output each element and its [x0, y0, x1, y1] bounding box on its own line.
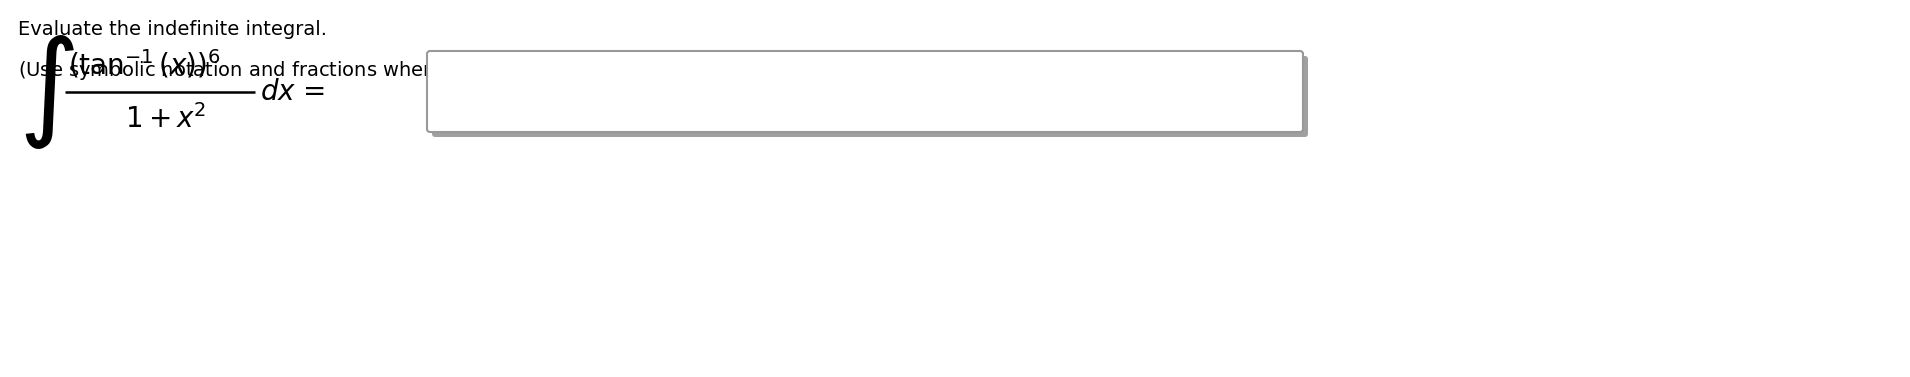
Text: $\int$: $\int$ — [17, 33, 74, 151]
Text: $\mathrm{1 + }x\mathrm{^{2}}$: $\mathrm{1 + }x\mathrm{^{2}}$ — [124, 104, 206, 134]
FancyBboxPatch shape — [428, 51, 1303, 132]
Text: Evaluate the indefinite integral.: Evaluate the indefinite integral. — [17, 20, 327, 39]
Text: $\mathit{dx}$ =: $\mathit{dx}$ = — [260, 78, 325, 106]
Text: $\mathrm{(tan^{-1}\,(}x\mathrm{))^{6}}$: $\mathrm{(tan^{-1}\,(}x\mathrm{))^{6}}$ — [69, 48, 222, 80]
FancyBboxPatch shape — [432, 56, 1308, 137]
Text: (Use symbolic notation and fractions where needed. Use $\it{C}$ for the arbitrar: (Use symbolic notation and fractions whe… — [17, 59, 1205, 82]
